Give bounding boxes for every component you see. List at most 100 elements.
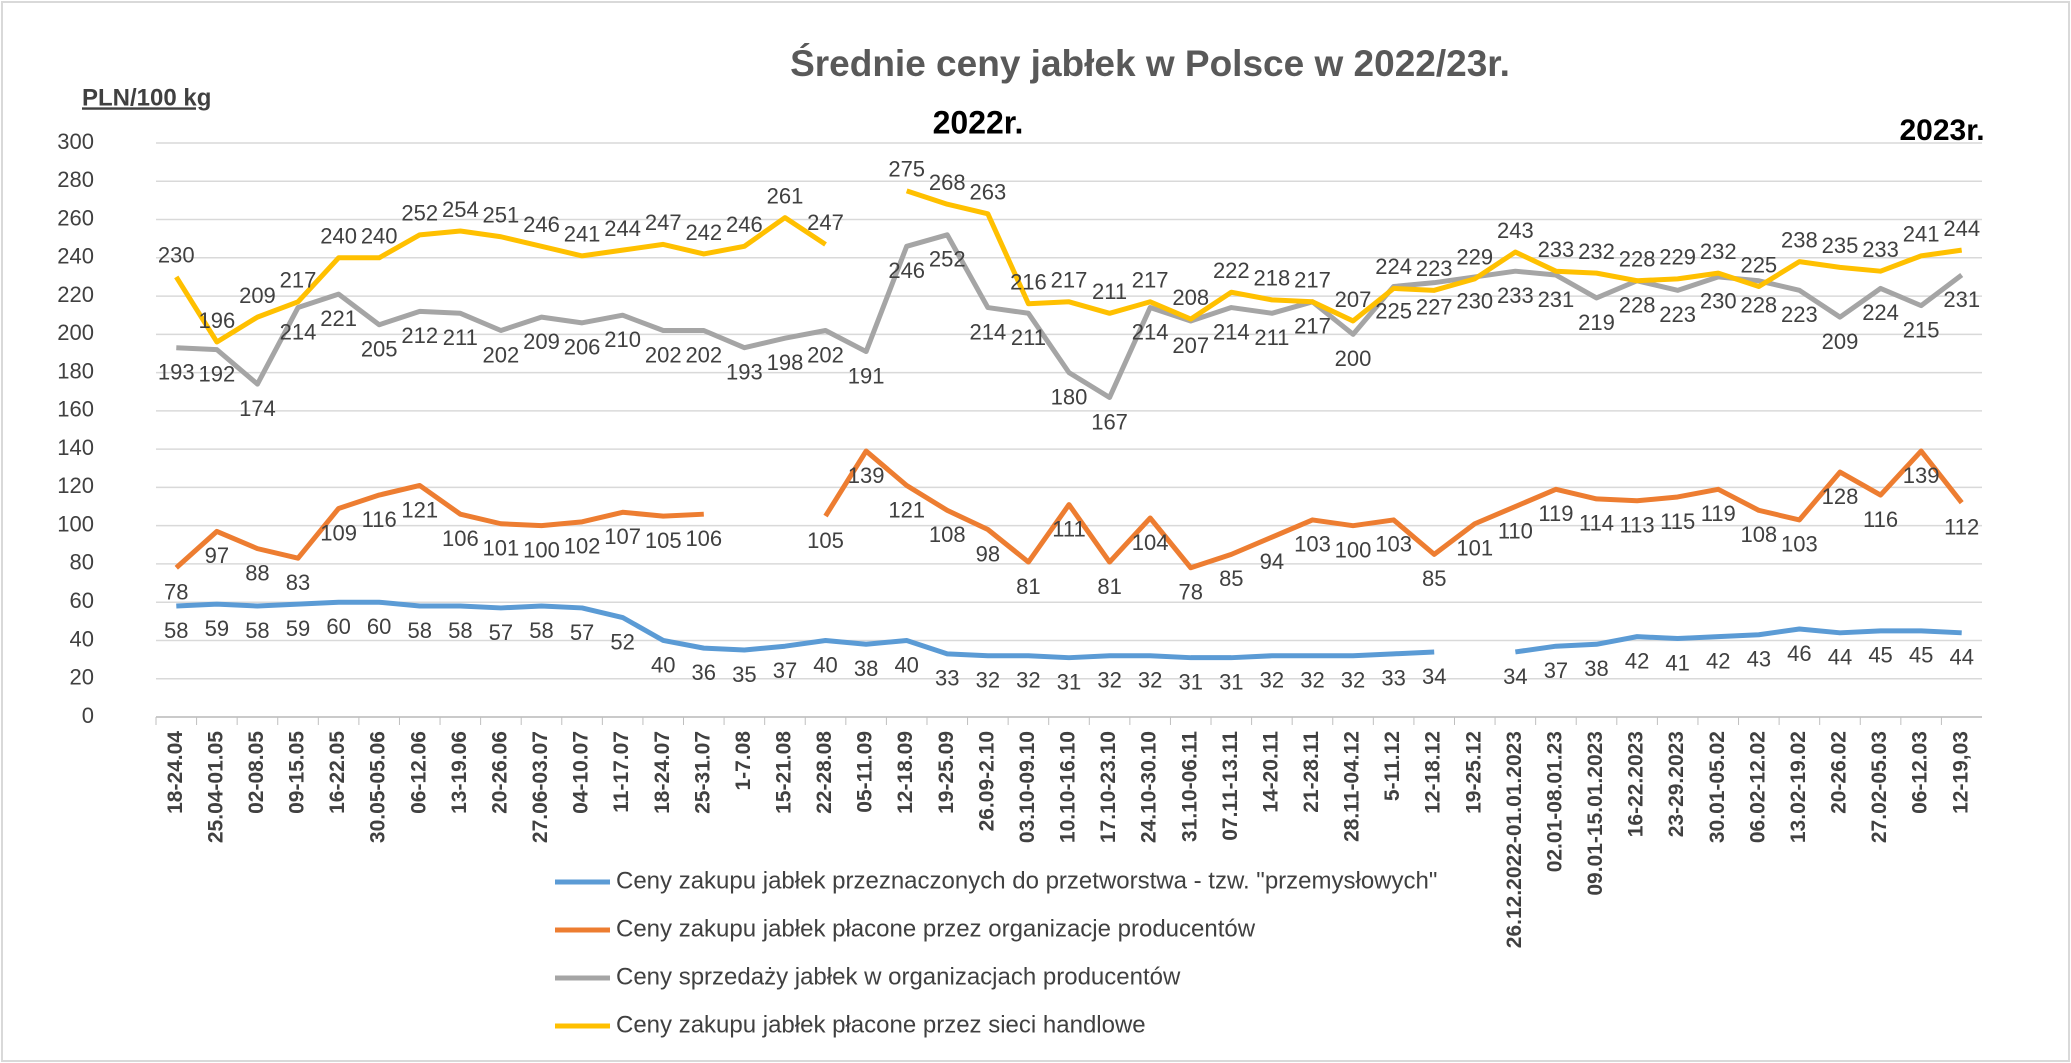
data-label: 231 [1943,287,1980,312]
x-tick-label: 24.10-30.10 [1138,731,1161,843]
data-label: 244 [604,216,641,241]
data-label: 38 [1584,656,1608,681]
data-label: 139 [848,463,885,488]
data-label: 103 [1375,532,1412,557]
x-tick-label: 27.06-03.07 [529,731,552,843]
data-label: 217 [280,268,317,293]
data-label: 40 [894,652,918,677]
x-tick-label: 10.10-16.10 [1057,731,1080,843]
data-label: 229 [1659,245,1696,270]
data-label: 59 [205,616,229,641]
x-tick-label: 5-11.12 [1381,731,1404,801]
x-tick-label: 27.02-05.03 [1868,731,1891,843]
data-label: 202 [685,342,722,367]
x-tick-label: 25.04-01.05 [204,731,227,843]
data-label: 232 [1578,239,1615,264]
data-label: 108 [1740,522,1777,547]
data-label: 225 [1375,298,1412,323]
data-label: 209 [523,329,560,354]
data-label: 254 [442,197,479,222]
x-tick-label: 09.01-15.01.2023 [1584,731,1607,896]
data-label: 193 [726,360,763,385]
data-label: 207 [1172,333,1209,358]
data-label: 240 [361,224,398,249]
data-label: 251 [483,203,520,228]
data-label: 233 [1862,237,1899,262]
data-label: 33 [935,666,959,691]
data-label: 224 [1862,300,1899,325]
data-label: 112 [1944,515,1979,540]
data-label: 108 [929,522,966,547]
data-label: 38 [854,656,878,681]
data-label: 35 [732,662,756,687]
data-label: 88 [245,560,269,585]
data-label: 40 [813,652,837,677]
data-label: 32 [1260,668,1284,693]
data-label: 247 [807,210,844,235]
x-tick-label: 04-10.07 [570,731,593,814]
data-label: 217 [1051,268,1088,293]
x-tick-label: 11-17.07 [610,731,633,813]
data-label: 205 [361,337,398,362]
y-tick-label: 300 [57,129,94,154]
x-tick-label: 18-24.07 [651,731,674,814]
data-label: 58 [245,618,269,643]
data-label: 103 [1781,532,1818,557]
data-label: 58 [164,618,188,643]
data-label: 238 [1781,227,1818,252]
data-label: 57 [570,620,594,645]
annotation: 2023r. [1899,114,1984,147]
x-tick-label: 23-29.2023 [1665,731,1688,837]
legend-label: Ceny zakupu jabłek przeznaczonych do prz… [616,867,1437,894]
data-label: 32 [1016,668,1040,693]
data-label: 46 [1787,641,1811,666]
x-tick-label: 22-28.08 [813,731,836,814]
data-label: 228 [1740,293,1777,318]
data-label: 193 [158,360,195,385]
data-label: 191 [848,363,885,388]
x-tick-label: 25-31.07 [691,731,714,814]
data-label: 31 [1219,669,1243,694]
x-tick-label: 14-20.11 [1259,731,1282,813]
data-label: 222 [1213,258,1250,283]
data-label: 44 [1949,645,1973,670]
data-label: 217 [1294,268,1331,293]
data-label: 37 [1544,658,1568,683]
x-tick-label: 19-25.09 [935,731,958,814]
y-tick-label: 0 [82,703,94,728]
data-label: 233 [1497,283,1534,308]
data-label: 41 [1665,650,1689,675]
y-tick-label: 100 [57,511,94,536]
data-label: 36 [692,660,716,685]
data-label: 32 [1300,668,1324,693]
x-tick-label: 16-22.05 [326,731,349,814]
data-label: 235 [1822,233,1859,258]
y-tick-label: 200 [57,320,94,345]
x-tick-label: 07.11-13.11 [1219,731,1242,841]
data-label: 227 [1416,294,1453,319]
data-label: 100 [523,537,560,562]
data-label: 247 [645,210,682,235]
x-tick-label: 31.10-06.11 [1178,731,1201,842]
data-label: 240 [320,224,357,249]
x-tick-label: 30.05-05.06 [367,731,390,843]
data-label: 246 [888,258,925,283]
data-label: 225 [1740,252,1777,277]
data-label: 230 [1700,289,1737,314]
data-label: 241 [564,222,601,247]
data-label: 111 [1052,516,1085,541]
x-tick-label: 06-12.06 [407,731,430,814]
data-label: 107 [604,524,641,549]
data-label: 115 [1660,509,1695,534]
data-label: 58 [448,618,472,643]
data-label: 223 [1781,302,1818,327]
data-label: 103 [1294,532,1331,557]
x-tick-label: 12-18.12 [1422,731,1445,814]
data-label: 57 [489,620,513,645]
data-label: 214 [1213,319,1250,344]
data-label: 139 [1903,463,1940,488]
data-label: 211 [1092,279,1127,304]
data-label: 58 [529,618,553,643]
y-tick-label: 120 [57,473,94,498]
